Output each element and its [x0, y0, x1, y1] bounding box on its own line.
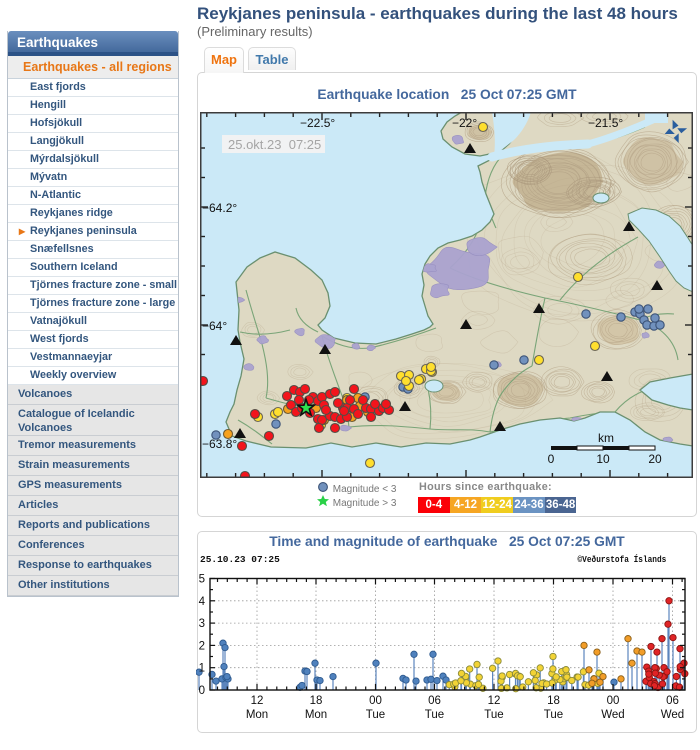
svg-text:−63.8°: −63.8° [202, 437, 237, 451]
svg-text:06: 06 [428, 695, 441, 707]
svg-text:00: 00 [369, 695, 382, 707]
svg-text:−64°: −64° [202, 319, 227, 333]
svg-text:−64.2°: −64.2° [202, 201, 237, 215]
svg-text:Tue: Tue [484, 709, 503, 721]
svg-text:12: 12 [488, 695, 501, 707]
svg-text:25.okt.23 07:25: 25.okt.23 07:25 [228, 137, 321, 152]
svg-text:2: 2 [199, 640, 205, 652]
svg-text:km: km [598, 431, 614, 445]
svg-text:Mon: Mon [305, 709, 327, 721]
svg-text:10: 10 [596, 452, 610, 466]
svg-text:−22°: −22° [452, 116, 477, 130]
svg-text:18: 18 [310, 695, 323, 707]
svg-text:Tue: Tue [544, 709, 563, 721]
svg-text:1: 1 [199, 663, 205, 675]
svg-text:18: 18 [547, 695, 560, 707]
svg-text:Wed: Wed [601, 709, 624, 721]
svg-text:0: 0 [548, 452, 555, 466]
svg-text:Tue: Tue [366, 709, 385, 721]
svg-text:5: 5 [199, 574, 205, 586]
svg-text:Tue: Tue [425, 709, 444, 721]
svg-text:−22.5°: −22.5° [300, 116, 335, 130]
svg-text:00: 00 [607, 695, 620, 707]
svg-text:3: 3 [199, 618, 205, 630]
svg-text:4: 4 [199, 596, 206, 608]
svg-text:Wed: Wed [661, 709, 684, 721]
svg-text:−21.5°: −21.5° [588, 116, 623, 130]
svg-text:0: 0 [199, 685, 205, 697]
svg-text:12: 12 [251, 695, 264, 707]
svg-text:06: 06 [666, 695, 679, 707]
svg-text:Mon: Mon [246, 709, 268, 721]
svg-text:20: 20 [648, 452, 662, 466]
